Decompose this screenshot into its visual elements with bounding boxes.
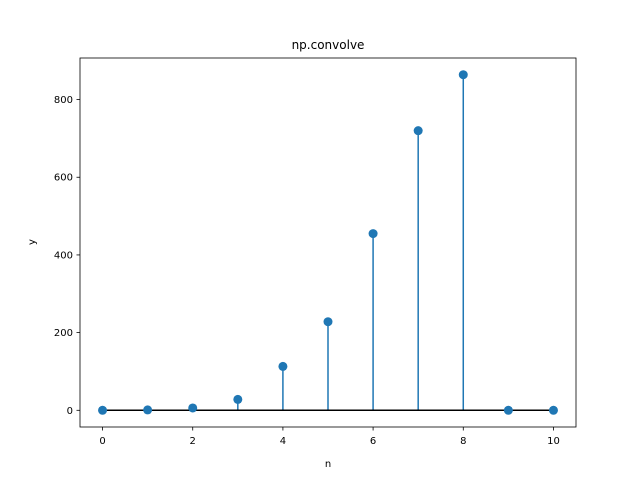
x-tick-label-10: 10 xyxy=(547,436,560,447)
x-axis-label: n xyxy=(325,459,331,470)
x-tick-label-2: 2 xyxy=(190,436,196,447)
stem-marker-5 xyxy=(323,317,333,327)
stem-marker-2 xyxy=(188,403,198,413)
y-axis-label: y xyxy=(27,239,38,245)
stem-marker-3 xyxy=(233,394,243,404)
chart-title: np.convolve xyxy=(292,38,365,52)
stem-marker-4 xyxy=(278,361,288,371)
plot-frame xyxy=(79,57,577,428)
x-tick-label-8: 8 xyxy=(460,436,466,447)
y-tick-label-400: 400 xyxy=(54,250,73,261)
y-tick-label-200: 200 xyxy=(54,328,73,339)
y-tick-label-800: 800 xyxy=(54,95,73,106)
x-tick-label-6: 6 xyxy=(370,436,376,447)
y-tick-label-0: 0 xyxy=(67,406,73,417)
stem-marker-8 xyxy=(458,70,468,80)
y-tick-label-600: 600 xyxy=(54,173,73,184)
stem-marker-1 xyxy=(143,405,153,415)
plot-layer xyxy=(98,70,558,415)
x-tick-label-4: 4 xyxy=(280,436,286,447)
stem-marker-7 xyxy=(413,126,423,136)
x-tick-label-0: 0 xyxy=(99,436,105,447)
stem-marker-9 xyxy=(503,405,513,415)
stem-marker-10 xyxy=(548,405,558,415)
stem-marker-0 xyxy=(98,405,108,415)
ticks-layer: 0 2 4 6 8 10 0 200 400 600 800 xyxy=(54,95,560,447)
stem-marker-6 xyxy=(368,229,378,239)
